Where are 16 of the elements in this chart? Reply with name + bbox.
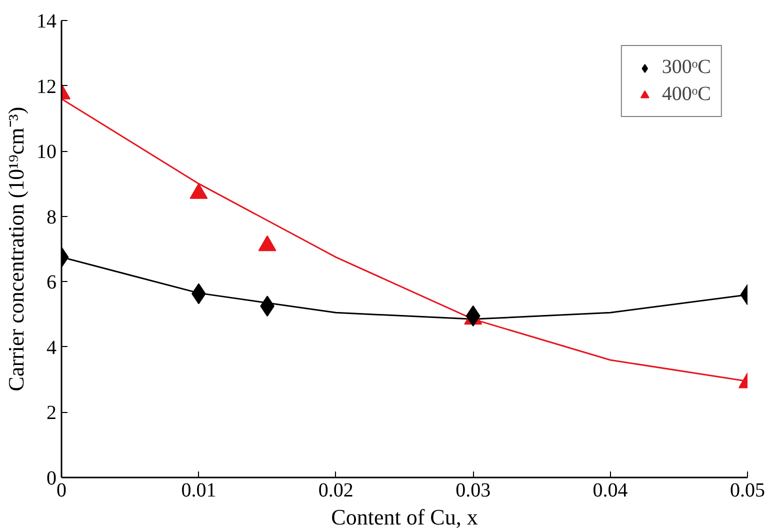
y-tick-label: 4 [46,336,56,359]
legend-label: 300ᵒC [662,56,711,79]
y-axis-title: Carrier concentration (10¹⁹cm⁻³) [4,106,28,392]
x-axis-title: Content of Cu, x [331,504,478,530]
legend-label: 400ᵒC [662,83,711,106]
y-tick-label: 8 [46,206,56,228]
y-tick-label: 12 [36,76,56,98]
y-tick-label: 10 [36,141,56,164]
x-tick-label: 0.05 [730,480,765,502]
y-tick-label: 6 [46,272,56,294]
y-tick-label: 2 [46,402,56,424]
y-tick-label: 14 [36,10,56,32]
x-tick-label: 0.03 [456,480,491,502]
x-tick-label: 0.04 [592,480,628,502]
x-tick-label: 0.01 [181,480,216,502]
x-tick-label: 0.02 [318,480,354,502]
